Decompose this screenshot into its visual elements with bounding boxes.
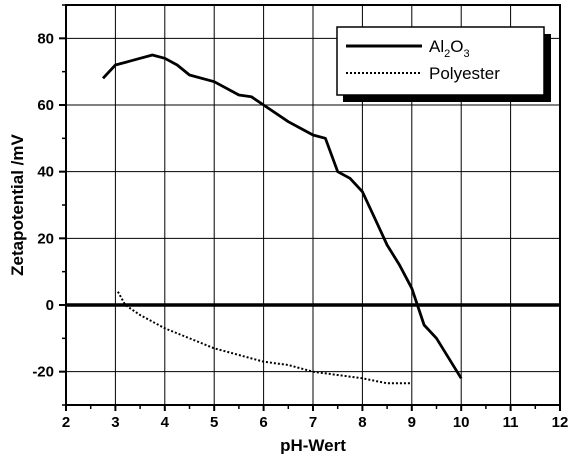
series-line-polyester xyxy=(117,291,412,385)
y-axis-title: Zetapotential /mV xyxy=(8,133,27,275)
y-axis-ticks: -20 0 20 40 60 80 xyxy=(32,4,66,406)
series-layer xyxy=(101,53,463,385)
x-tick-label: 9 xyxy=(408,414,416,431)
legend-box xyxy=(336,26,545,96)
x-axis-title: pH-Wert xyxy=(280,436,346,454)
y-tick-label: 40 xyxy=(37,164,54,181)
x-tick-label: 5 xyxy=(210,414,218,431)
x-tick-label: 10 xyxy=(453,414,470,431)
series-line-al2o3 xyxy=(101,53,463,380)
y-tick-label: 0 xyxy=(46,297,54,314)
y-tick-label: 20 xyxy=(37,230,54,247)
legend: Al2O3 Polyester xyxy=(336,26,551,102)
legend-label-polyester: Polyester xyxy=(429,64,500,83)
x-tick-label: 12 xyxy=(552,414,569,431)
x-axis-ticks: 2 3 4 5 6 7 8 9 10 11 12 xyxy=(62,405,569,431)
y-tick-label: -20 xyxy=(32,364,54,381)
x-tick-label: 7 xyxy=(309,414,317,431)
x-tick-label: 2 xyxy=(62,414,70,431)
legend-label-al2o3: Al2O3 xyxy=(429,37,470,60)
x-tick-label: 11 xyxy=(503,414,519,431)
x-tick-label: 6 xyxy=(259,414,267,431)
y-tick-label: 60 xyxy=(37,97,54,114)
x-tick-label: 3 xyxy=(111,414,119,431)
x-tick-label: 8 xyxy=(358,414,366,431)
x-tick-label: 4 xyxy=(161,414,170,431)
y-tick-label: 80 xyxy=(37,30,54,47)
